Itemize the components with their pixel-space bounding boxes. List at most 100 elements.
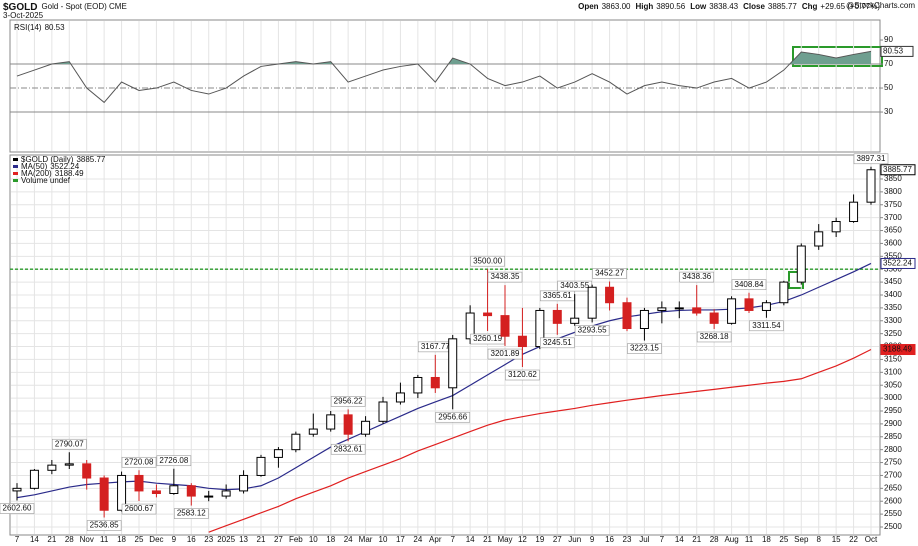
candle-body bbox=[64, 463, 74, 466]
stat-value: 3838.43 bbox=[709, 2, 738, 11]
legend-name: $GOLD (Daily) bbox=[21, 155, 74, 164]
x-tick-label: 11 bbox=[100, 535, 109, 544]
price-label-box bbox=[749, 320, 784, 332]
candle-body bbox=[639, 309, 649, 330]
x-tick-label: 27 bbox=[274, 535, 283, 544]
price-label-box bbox=[86, 520, 122, 531]
candle-body bbox=[326, 414, 336, 430]
legend-name: MA(200) bbox=[21, 169, 52, 178]
stat-label: Chg bbox=[802, 2, 818, 11]
x-tick-label: 8 bbox=[816, 535, 821, 544]
price-label-box bbox=[539, 337, 575, 349]
price-label-box bbox=[121, 456, 157, 468]
price-label-box bbox=[121, 503, 157, 515]
x-tick-label: Mar bbox=[359, 535, 373, 544]
price-label: 2583.12 bbox=[177, 509, 206, 518]
x-tick-label: 25 bbox=[135, 535, 144, 544]
candle-body bbox=[361, 420, 371, 435]
x-tick-label: 17 bbox=[396, 535, 405, 544]
x-tick-label: May bbox=[497, 535, 512, 544]
x-tick-label: 18 bbox=[762, 535, 771, 544]
candle-body bbox=[448, 338, 458, 389]
y-tick-label: 2550 bbox=[884, 509, 902, 518]
price-label: 3293.55 bbox=[578, 326, 607, 335]
x-tick-label: 9 bbox=[590, 535, 595, 544]
candle-body bbox=[221, 490, 231, 497]
candle-body bbox=[657, 307, 667, 311]
candle-body bbox=[796, 245, 806, 283]
price-frame bbox=[9, 154, 881, 536]
price-label-box bbox=[679, 271, 715, 283]
legend-entry: $GOLD (Daily) 3885.77 bbox=[21, 155, 106, 164]
y-tick-label: 2750 bbox=[884, 458, 902, 467]
y-tick-label: 3350 bbox=[884, 303, 902, 312]
price-label-box bbox=[731, 279, 767, 291]
y-tick-label: 2650 bbox=[884, 483, 902, 492]
price-label-box bbox=[487, 271, 523, 283]
price-label: 2726.08 bbox=[159, 456, 188, 465]
y-tick-label: 2950 bbox=[884, 406, 902, 415]
value-tag-label: 3188.49 bbox=[883, 345, 912, 354]
y-tick-label: 90 bbox=[884, 35, 893, 44]
price-label: 3438.35 bbox=[491, 272, 520, 281]
price-label: 2832.61 bbox=[334, 444, 363, 453]
stat-value: +29.65 (+0.77%) bbox=[820, 2, 880, 11]
price-label: 3897.31 bbox=[857, 154, 886, 163]
stat-value: 3863.00 bbox=[602, 2, 631, 11]
legend-value: 3188.49 bbox=[55, 169, 84, 178]
legend-swatch bbox=[13, 179, 18, 182]
candle-body bbox=[12, 487, 22, 492]
price-label: 3260.19 bbox=[473, 334, 502, 343]
price-label: 3245.51 bbox=[543, 338, 572, 347]
price-label-box bbox=[696, 331, 732, 343]
x-tick-label: 18 bbox=[117, 535, 126, 544]
candle-body bbox=[256, 456, 266, 476]
price-label-box bbox=[627, 343, 662, 354]
candle-body bbox=[29, 469, 39, 489]
candle-body bbox=[727, 298, 737, 324]
price-label-box bbox=[435, 411, 471, 423]
price-label-box bbox=[156, 455, 192, 467]
stat-label: Open bbox=[578, 2, 599, 11]
chart-header: $GOLD Gold - Spot (EOD) CME bbox=[3, 2, 127, 13]
x-tick-label: 24 bbox=[413, 535, 422, 544]
candle-body bbox=[186, 485, 196, 497]
x-tick-label: 23 bbox=[204, 535, 213, 544]
price-label-box bbox=[51, 438, 87, 450]
legend-swatch bbox=[13, 158, 18, 161]
candle-body bbox=[483, 312, 493, 317]
chart-subtitle: Gold - Spot (EOD) CME bbox=[41, 2, 126, 11]
y-tick-label: 3600 bbox=[884, 239, 902, 248]
candle-body bbox=[239, 474, 249, 492]
price-label: 3408.84 bbox=[735, 280, 764, 289]
stat-value: 3890.56 bbox=[656, 2, 685, 11]
x-tick-label: 11 bbox=[745, 535, 754, 544]
value-tag-label: 3522.24 bbox=[883, 259, 912, 268]
price-label: 3201.89 bbox=[491, 349, 520, 358]
x-tick-label: 16 bbox=[605, 535, 614, 544]
y-tick-label: 3050 bbox=[884, 380, 902, 389]
y-tick-label: 70 bbox=[884, 59, 893, 68]
value-tag bbox=[880, 344, 916, 356]
stat-value: 3885.77 bbox=[768, 2, 797, 11]
candle-body bbox=[814, 231, 824, 247]
y-tick-label: 3300 bbox=[884, 316, 902, 325]
price-label-box bbox=[173, 508, 209, 519]
x-tick-label: Feb bbox=[289, 535, 303, 544]
x-tick-label: 16 bbox=[187, 535, 196, 544]
value-tag-label: 80.53 bbox=[883, 47, 904, 56]
candle-body bbox=[866, 169, 876, 203]
candle-body bbox=[378, 401, 388, 422]
value-tag bbox=[880, 164, 916, 176]
y-tick-label: 2600 bbox=[884, 496, 902, 505]
x-tick-label: 13 bbox=[239, 535, 248, 544]
candle-body bbox=[849, 201, 859, 223]
price-label-box bbox=[330, 443, 366, 455]
legend-entry: MA(200) 3188.49 bbox=[21, 169, 84, 178]
y-tick-label: 3400 bbox=[884, 290, 902, 299]
x-tick-label: 19 bbox=[535, 535, 544, 544]
x-tick-label: Jun bbox=[568, 535, 581, 544]
x-tick-label: 14 bbox=[30, 535, 39, 544]
y-tick-label: 3250 bbox=[884, 329, 902, 338]
